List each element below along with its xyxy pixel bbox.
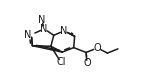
Text: Cl: Cl xyxy=(56,57,66,67)
Text: N: N xyxy=(24,30,31,40)
Text: O: O xyxy=(83,58,91,68)
Text: O: O xyxy=(94,43,101,53)
Text: N: N xyxy=(60,26,68,36)
Text: N: N xyxy=(38,15,46,25)
Text: N: N xyxy=(40,24,47,34)
